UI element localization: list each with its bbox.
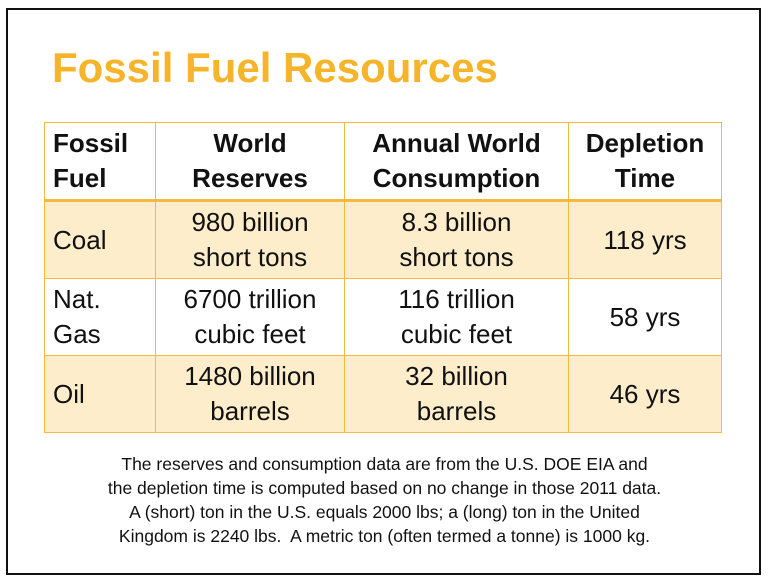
header-text: Time: [614, 163, 676, 193]
cell-text: Coal: [53, 224, 107, 255]
consumption-cell: 116 trillion cubic feet: [344, 278, 569, 356]
cell-text: 980 billion: [191, 207, 309, 237]
slide-title: Fossil Fuel Resources: [52, 44, 498, 91]
cell-text: barrels: [416, 396, 497, 426]
fuel-cell: Oil: [44, 355, 156, 433]
depletion-cell: 118 yrs: [568, 200, 722, 279]
cell-text: Gas: [53, 319, 101, 349]
consumption-cell: 32 billion barrels: [344, 355, 569, 433]
consumption-cell: 8.3 billion short tons: [344, 200, 569, 279]
cell-text: cubic feet: [194, 319, 306, 349]
footnote-line: Kingdom is 2240 lbs. A metric ton (often…: [118, 526, 651, 546]
cell-text: Oil: [53, 378, 85, 409]
header-text: Fossil: [53, 128, 129, 158]
footnote: The reserves and consumption data are fr…: [30, 452, 739, 548]
reserves-cell: 6700 trillion cubic feet: [155, 278, 345, 356]
cell-text: short tons: [192, 242, 308, 272]
cell-text: 32 billion: [405, 361, 508, 391]
fossil-fuel-table: Fossil Fuel World Reserves Annual World Con…: [44, 122, 722, 433]
header-annual-consumption: Annual World Consumption: [344, 122, 569, 202]
cell-text: barrels: [210, 396, 290, 426]
table-row: Oil 1480 billion barrels 32 billion barrel…: [44, 355, 722, 433]
cell-text: 8.3 billion: [401, 207, 512, 237]
depletion-cell: 58 yrs: [568, 278, 722, 356]
header-text: World: [213, 128, 287, 158]
table-row: Nat. Gas 6700 trillion cubic feet 116 tril…: [44, 278, 722, 356]
header-text: Depletion: [585, 128, 705, 158]
header-fossil-fuel: Fossil Fuel: [44, 122, 156, 202]
fuel-cell: Coal: [44, 200, 156, 279]
depletion-cell: 46 yrs: [568, 355, 722, 433]
header-text: Consumption: [372, 163, 541, 193]
header-text: Annual World: [372, 128, 541, 158]
header-depletion-time: Depletion Time: [568, 122, 722, 202]
footnote-line: The reserves and consumption data are fr…: [121, 454, 648, 474]
table-row: Coal 980 billion short tons 8.3 billion sh…: [44, 200, 722, 279]
cell-text: cubic feet: [400, 319, 513, 349]
header-text: Fuel: [53, 163, 107, 193]
cell-text: short tons: [399, 242, 514, 272]
cell-text: Nat.: [53, 284, 101, 314]
header-world-reserves: World Reserves: [155, 122, 345, 202]
cell-text: 6700 trillion: [183, 284, 317, 314]
header-text: Reserves: [192, 163, 308, 193]
cell-text: 1480 billion: [184, 361, 316, 391]
reserves-cell: 980 billion short tons: [155, 200, 345, 279]
reserves-cell: 1480 billion barrels: [155, 355, 345, 433]
fuel-cell: Nat. Gas: [44, 278, 156, 356]
footnote-line: the depletion time is computed based on …: [107, 478, 662, 498]
cell-text: 116 trillion: [398, 284, 515, 314]
table-header-row: Fossil Fuel World Reserves Annual World Con…: [44, 122, 722, 202]
footnote-line: A (short) ton in the U.S. equals 2000 lb…: [129, 502, 640, 522]
